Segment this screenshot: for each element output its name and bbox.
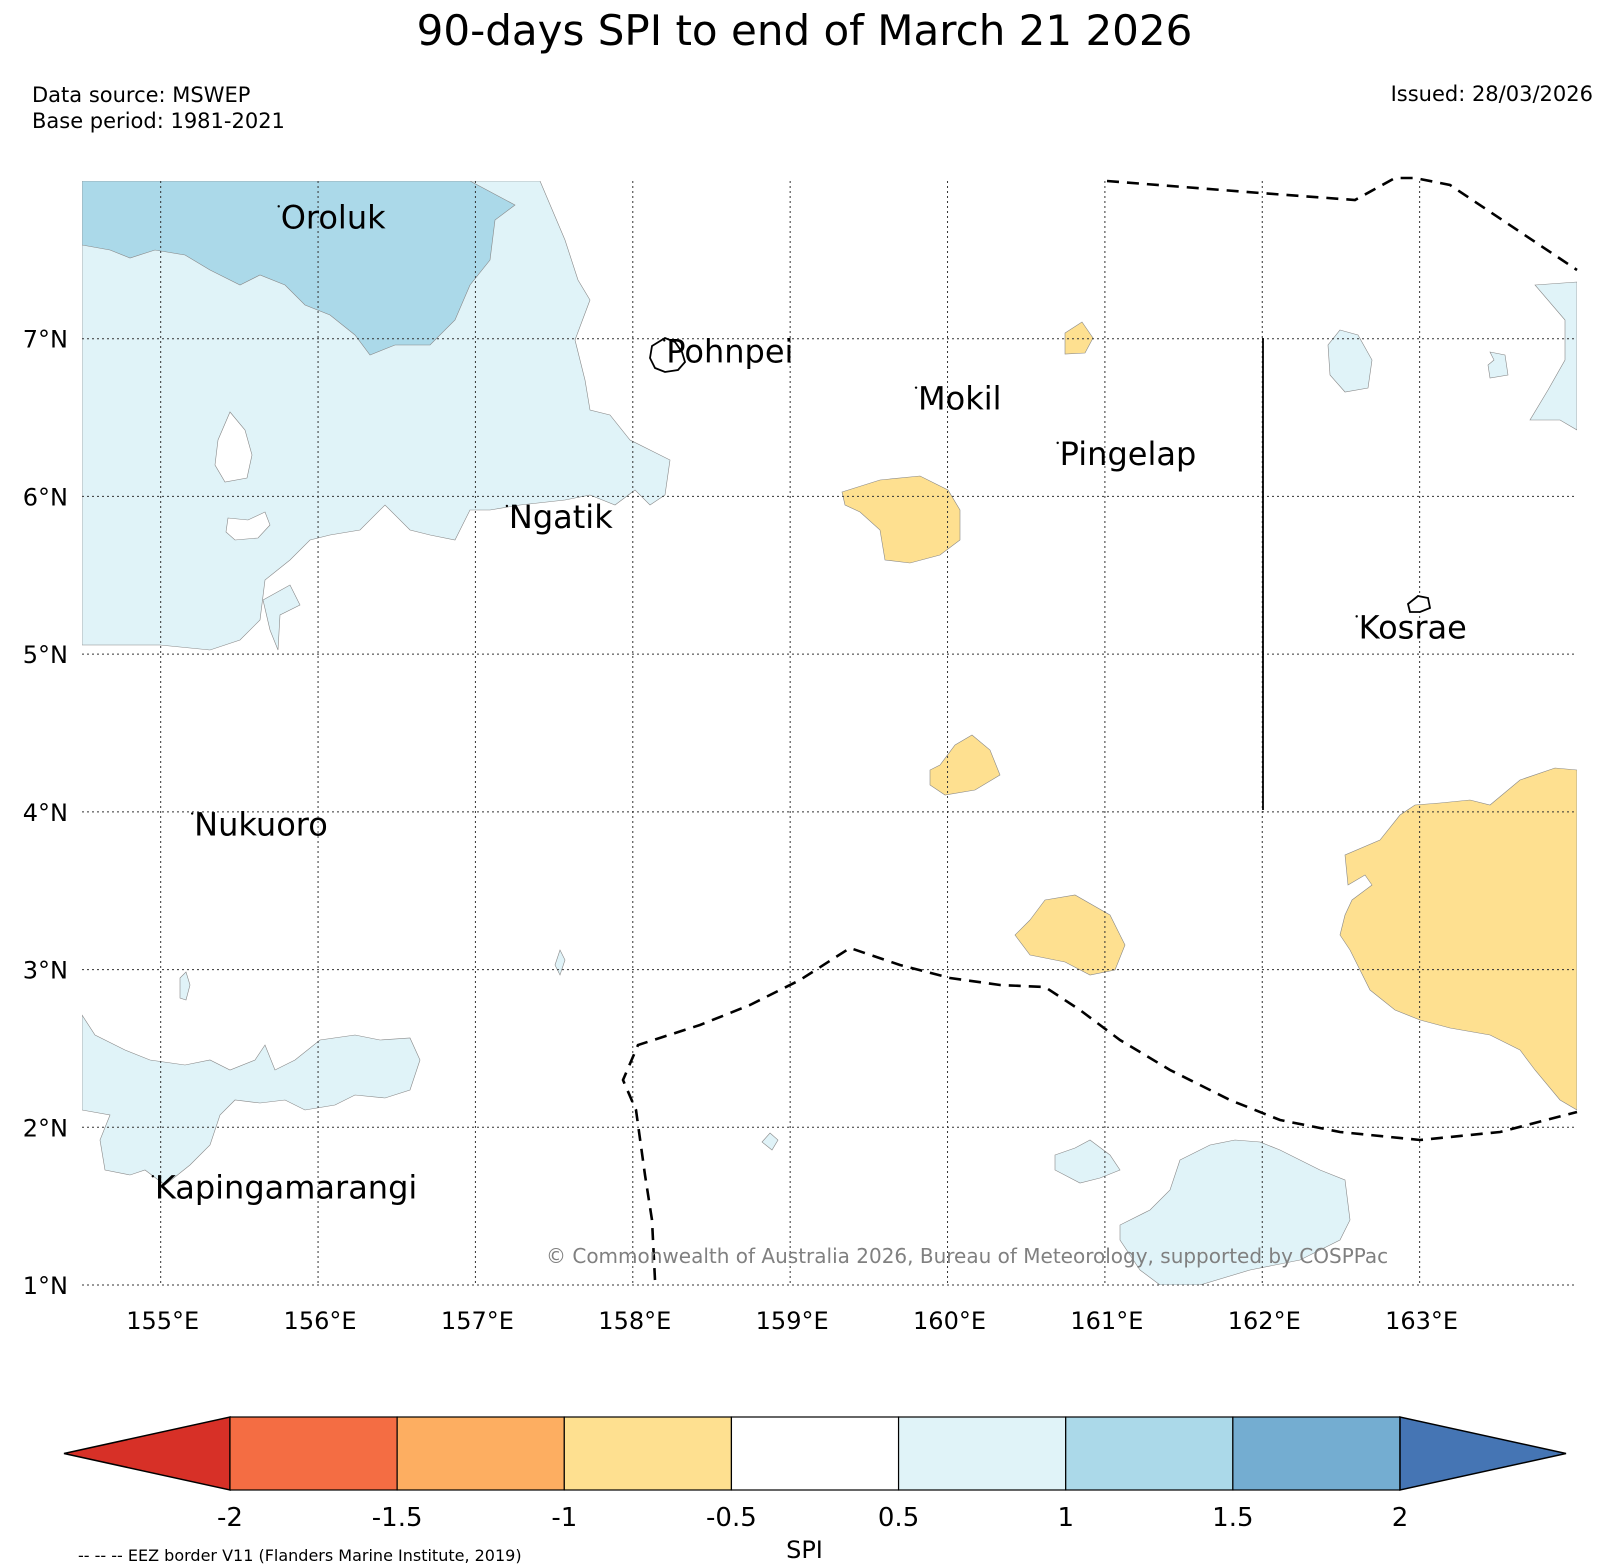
spi-region-wet-s-2 [1054, 1139, 1121, 1184]
place-label: Pingelap [1060, 435, 1197, 473]
place-marker [151, 1175, 155, 1178]
colorbar-segment [897, 1416, 1067, 1491]
colorbar-segment [563, 1416, 733, 1491]
place-marker [1056, 441, 1059, 445]
colorbar-tick-label: 1.5 [1212, 1503, 1253, 1533]
colorbar-extend-low [63, 1416, 231, 1491]
pohnpei-island-outline [649, 336, 687, 373]
colorbar-tick-label: -0.5 [706, 1503, 757, 1533]
lat-tick-label: 5°N [23, 641, 68, 669]
colorbar-tick-label: 1 [1057, 1503, 1074, 1533]
base-period: Base period: 1981-2021 [32, 109, 285, 133]
spi-region-wet-small-1 [179, 971, 191, 1001]
place-marker [505, 504, 509, 508]
colorbar-segment [1065, 1416, 1234, 1491]
colorbar-tick-label: 2 [1392, 1503, 1409, 1533]
colorbar-segment [396, 1416, 565, 1491]
spi-region-wet-s [1119, 1139, 1351, 1285]
spi-region-dry-4 [1014, 894, 1126, 976]
place-marker [663, 339, 666, 342]
spi-region-dry-1 [841, 475, 961, 564]
spi-region-wet-ne [1529, 281, 1577, 431]
lat-tick-label: 2°N [23, 1114, 68, 1142]
data-source: Data source: MSWEP [32, 83, 251, 107]
lon-tick-label: 162°E [1228, 1307, 1301, 1335]
place-label: Kosrae [1359, 608, 1467, 646]
spi-region-dry-2 [1064, 321, 1094, 355]
place-label: Mokil [918, 380, 1002, 418]
spi-region-wet-ne-3 [1487, 351, 1509, 379]
metadata-left: Data source: MSWEP Base period: 1981-202… [32, 82, 285, 134]
lon-tick-label: 156°E [284, 1307, 357, 1335]
axis-labels: 155°E 156°E 157°E 158°E 159°E 160°E 161°E 162°E… [23, 326, 1458, 1335]
place-marker [190, 812, 194, 815]
spi-region-wet-small-2 [262, 584, 301, 651]
map-title: 90-days SPI to end of March 21 2026 [416, 6, 1193, 55]
lat-tick-label: 3°N [23, 957, 68, 985]
lat-tick-label: 4°N [23, 799, 68, 827]
lon-tick-label: 161°E [1070, 1307, 1143, 1335]
eez-note: -- -- -- EEZ border V11 (Flanders Marine… [78, 1546, 522, 1565]
place-label: Kapingamarangi [155, 1168, 417, 1206]
colorbar-segment [1232, 1416, 1401, 1491]
map-plot-area [82, 181, 1577, 1285]
lon-tick-label: 155°E [126, 1307, 199, 1335]
place-marker [914, 386, 918, 389]
spi-region-neutral-hole-1 [214, 411, 253, 483]
lon-tick-label: 159°E [756, 1307, 829, 1335]
place-marker [1355, 615, 1358, 618]
colorbar-tick-label: -1.5 [372, 1503, 423, 1533]
colorbar-label: SPI [786, 1536, 823, 1564]
lat-tick-label: 7°N [23, 326, 68, 354]
colorbar-tick-label: -2 [217, 1503, 243, 1533]
place-label: Oroluk [281, 198, 386, 236]
issued-date: Issued: 28/03/2026 [1390, 82, 1593, 106]
place-label: Ngatik [509, 498, 613, 536]
eez-border-north [1106, 176, 1578, 272]
colorbar-tick-label: -1 [551, 1503, 577, 1533]
kosrae-island-outline [1406, 595, 1432, 613]
lon-tick-label: 163°E [1385, 1307, 1458, 1335]
place-label: Nukuoro [194, 806, 328, 844]
lon-tick-label: 160°E [913, 1307, 986, 1335]
lon-tick-label: 157°E [441, 1307, 514, 1335]
colorbar-tick-label: 0.5 [878, 1503, 919, 1533]
lat-tick-label: 1°N [23, 1272, 68, 1300]
spi-region-dry-3 [929, 734, 1001, 796]
colorbar-segment [229, 1416, 398, 1491]
eez-borders [621, 176, 1578, 1281]
spi-region-wet-small-3 [554, 949, 566, 976]
colorbar: -2 -1.5 -1 -0.5 0.5 1 1.5 2 [63, 1416, 1567, 1533]
spi-region-wet-small-4 [761, 1132, 779, 1151]
copyright-credit: © Commonwealth of Australia 2026, Bureau… [546, 1244, 1389, 1268]
lon-tick-label: 158°E [598, 1307, 671, 1335]
colorbar-segment [730, 1416, 900, 1491]
place-labels: Oroluk Pohnpei Mokil Pingelap Ngatik Kosrae Nu… [151, 198, 1467, 1206]
place-label: Pohnpei [666, 332, 793, 370]
spi-region-wet-sw [82, 1014, 421, 1186]
spi-region-dry-east [1339, 767, 1577, 1111]
eez-border-south [621, 946, 1578, 1281]
spi-region-wet-ne-2 [1327, 329, 1373, 393]
colorbar-extend-high [1399, 1416, 1567, 1491]
spi-region-neutral-hole-2 [225, 511, 271, 541]
spi-region-wet-oroluk [82, 181, 516, 356]
lat-tick-label: 6°N [23, 483, 68, 511]
place-marker [277, 205, 280, 208]
